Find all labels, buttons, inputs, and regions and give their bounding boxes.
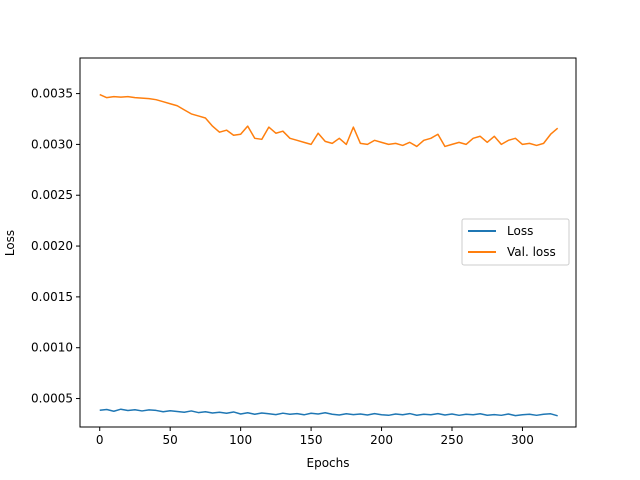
y-tick-label: 0.0020	[31, 239, 73, 253]
y-axis-label: Loss	[3, 230, 17, 256]
y-tick-label: 0.0010	[31, 341, 73, 355]
legend: Loss Val. loss	[461, 218, 570, 266]
series-line-val-loss	[99, 93, 559, 148]
y-tick-label: 0.0005	[31, 392, 73, 406]
x-tick-label: 300	[511, 433, 534, 447]
plot-area	[79, 57, 577, 428]
plot-frame	[79, 57, 577, 428]
legend-label-loss: Loss	[507, 224, 533, 238]
x-axis-label: Epochs	[307, 456, 350, 470]
x-tick-label: 150	[300, 433, 323, 447]
y-tick-label: 0.0015	[31, 290, 73, 304]
series-line-loss	[99, 408, 558, 417]
y-axis-ticks: 0.0005 0.0010 0.0015 0.0020 0.0025 0.0030 0.00…	[31, 87, 80, 406]
y-tick-label: 0.0035	[31, 87, 73, 101]
series-layer	[99, 93, 559, 417]
x-tick-label: 250	[441, 433, 464, 447]
x-tick-label: 100	[229, 433, 252, 447]
x-tick-label: 0	[96, 433, 104, 447]
x-axis-ticks: 0 50 100 150 200 250 300	[96, 427, 534, 447]
legend-label-val-loss: Val. loss	[507, 245, 556, 259]
x-tick-label: 50	[163, 433, 178, 447]
y-tick-label: 0.0025	[31, 188, 73, 202]
x-tick-label: 200	[370, 433, 393, 447]
y-tick-label: 0.0030	[31, 137, 73, 151]
